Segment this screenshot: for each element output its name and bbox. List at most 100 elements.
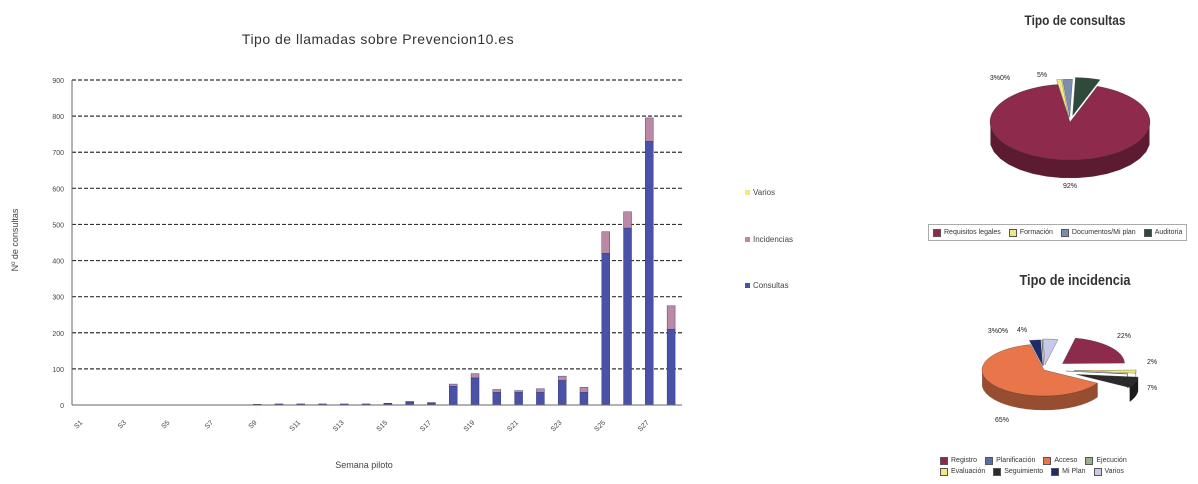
bar-incidencias-s25 [601,231,610,254]
legend-swatch [940,467,948,476]
pie-slice-auditoria [1072,77,1101,116]
x-tick-label: S11 [289,419,302,432]
pie-tipo-incidencia: 22% 2% 7% 65% 4% 3%0% [981,327,1157,424]
bar-consultas-s26 [623,227,632,406]
bar-consultas-s20 [492,392,502,406]
bar-incidencias-s24 [579,387,589,393]
legend: Varios Incidencias Consultas [745,188,793,290]
y-tick-label: 900 [52,78,64,85]
y-tick-label: 0 [60,403,64,410]
legend-swatch [940,456,948,465]
x-tick-label: S25 [593,419,607,433]
legend-label: Auditoria [1154,229,1183,236]
pie1-legend: Requisitos legales Formación Documentos/Mi… [928,224,1188,241]
legend-item: Planificación [985,455,1035,466]
bars [252,117,676,406]
bar-incidencias-s15 [383,402,393,404]
bar-incidencias-s26 [623,211,632,229]
pie-slice-planificaci-n [1065,370,1128,375]
bar-incidencias-s19 [470,373,480,379]
bar-incidencias-s22 [536,388,545,393]
bar-consultas-s22 [536,392,545,406]
legend-item: Requisitos legales [933,227,1001,238]
legend-label: Ejecución [1096,457,1127,464]
y-tick-label: 700 [52,150,64,157]
x-tick-label: S23 [550,419,564,433]
pie-label-auditoria: 5% [1037,72,1047,79]
x-tick-label: S7 [204,419,215,430]
legend-item: Formación [1008,227,1053,238]
bar-consultas-s19 [470,377,480,406]
bar-incidencias-s28 [666,305,676,330]
legend-label-consultas: Consultas [753,281,789,290]
legend-swatch [993,467,1002,476]
legend-swatch [1043,456,1052,465]
bar-incidencias-s21 [514,390,523,393]
legend-swatch [933,228,941,237]
legend-swatch [1060,228,1069,237]
legend-swatch [1085,456,1094,465]
bar-consultas-s23 [557,380,567,406]
bar-consultas-s18 [449,386,458,406]
pie-slice-documentos-mi-plan [1062,79,1073,118]
pie-label-evaluaci-n: 2% [1147,359,1157,366]
pie1-title: Tipo de consultas [1024,12,1126,28]
legend-label: Planificación [996,457,1036,464]
legend-swatch-consultas [745,283,750,288]
pie-slice-ejecuci-n [1041,339,1044,366]
x-tick-label: S13 [332,419,346,433]
y-tick-label: 500 [52,222,64,229]
bar-incidencias-s16 [405,401,414,403]
legend-swatch [1051,467,1060,476]
legend-label: Acceso [1054,457,1078,464]
legend-item: Documentos/Mi plan [1060,227,1136,238]
legend-swatch-incidencias [745,237,750,242]
y-tick-label: 600 [52,186,64,193]
y-tick-label: 800 [52,114,64,121]
y-tick-label: 400 [52,259,64,266]
legend-label: Varios [1104,468,1124,475]
bar-consultas-s27 [645,141,654,406]
legend-label-incidencias: Incidencias [753,235,793,244]
pie2-legend: Registro Planificación Acceso Ejecución Eva… [940,455,1127,477]
pie-extra-label: 3%0% [990,75,1010,82]
pie-tipo-consultas: 92% 5% 3%0% [990,72,1151,190]
legend-label: Formación [1019,229,1053,236]
pie-slice-acceso [981,344,1098,397]
legend-label-varios: Varios [753,188,775,197]
pie-slice-mi-plan [1029,339,1043,366]
pie-label-varios: 4% [1017,327,1027,334]
pie2-title: Tipo de incidencia [1019,272,1131,289]
bar-consultas-s24 [579,392,589,406]
legend-label: Requisitos legales [944,229,1001,236]
legend-label: Evaluación [951,468,986,475]
legend-swatch [1008,228,1017,237]
legend-item: Varios [1093,466,1124,477]
y-tick-label: 200 [52,331,64,338]
x-tick-label: S3 [117,419,128,430]
bar-consultas-s25 [601,253,610,406]
bar-incidencias-s17 [427,402,436,404]
legend-item: Auditoria [1143,227,1183,238]
pie-slice-registro [1062,338,1125,364]
pie-label-seguimiento: 7% [1147,385,1157,392]
x-tick-label: S1 [73,419,84,430]
y-tick-label: 100 [52,367,64,374]
pie-slice-seguimiento [1076,374,1139,388]
legend-label: Documentos/Mi plan [1071,229,1136,236]
x-tick-label: S21 [506,419,520,433]
y-axis-ticks: 0 100 200 300 400 500 600 700 800 900 [52,78,64,410]
bar-consultas-s28 [666,328,676,406]
x-tick-label: S17 [419,419,433,433]
x-axis-ticks: S1 S3 S5 S7 S9 S11 S13 S15 S17 S19 S21 S23 S25 S27 [73,419,650,433]
gridlines [72,79,682,370]
x-tick-label: S19 [463,419,477,433]
y-axis-label: Nº de consultas [10,208,20,271]
pie-label-acceso: 65% [995,417,1009,424]
x-tick-label: S9 [248,419,259,430]
main-bar-chart: Tipo de llamadas sobre Prevencion10.es 0… [10,31,793,470]
legend-item: Evaluación [940,466,985,477]
pie-slice-varios [1042,338,1059,366]
x-axis-label: Semana piloto [335,460,393,470]
legend-swatch [1143,228,1152,237]
